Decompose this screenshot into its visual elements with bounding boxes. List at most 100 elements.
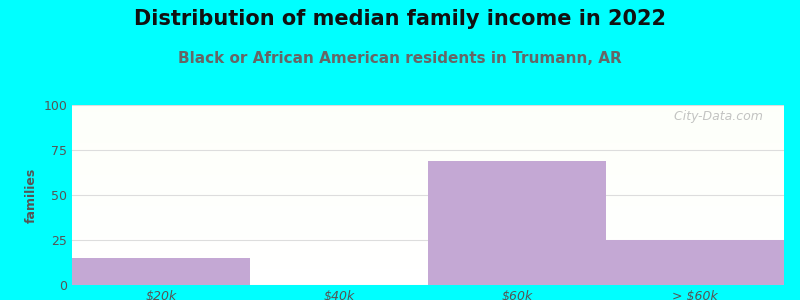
Bar: [72, 152, 784, 153]
Bar: [72, 266, 784, 267]
Bar: [72, 284, 784, 285]
Bar: [72, 130, 784, 131]
Bar: [72, 166, 784, 167]
Bar: [72, 155, 784, 156]
Bar: [72, 128, 784, 129]
Bar: [72, 169, 784, 170]
Bar: [72, 233, 784, 234]
Bar: [428, 161, 606, 285]
Bar: [72, 222, 784, 223]
Bar: [72, 212, 784, 213]
Bar: [72, 194, 784, 195]
Bar: [72, 236, 784, 237]
Bar: [72, 160, 784, 161]
Bar: [72, 182, 784, 183]
Bar: [72, 157, 784, 158]
Bar: [72, 252, 784, 253]
Y-axis label: families: families: [25, 167, 38, 223]
Bar: [72, 241, 784, 242]
Bar: [72, 110, 784, 111]
Bar: [72, 198, 784, 199]
Bar: [72, 245, 784, 246]
Text: City-Data.com: City-Data.com: [662, 110, 762, 123]
Bar: [72, 146, 784, 147]
Bar: [72, 209, 784, 210]
Bar: [72, 131, 784, 132]
Bar: [72, 244, 784, 245]
Bar: [72, 227, 784, 228]
Bar: [72, 239, 784, 240]
Bar: [72, 203, 784, 204]
Bar: [72, 120, 784, 121]
Bar: [72, 192, 784, 193]
Bar: [72, 189, 784, 190]
Bar: [72, 277, 784, 278]
Bar: [72, 106, 784, 107]
Bar: [72, 113, 784, 114]
Bar: [72, 262, 784, 263]
Bar: [72, 257, 784, 258]
Bar: [72, 276, 784, 277]
Bar: [72, 261, 784, 262]
Bar: [72, 148, 784, 149]
Bar: [72, 153, 784, 154]
Bar: [72, 173, 784, 174]
Bar: [72, 269, 784, 270]
Bar: [72, 270, 784, 271]
Bar: [72, 123, 784, 124]
Bar: [72, 193, 784, 194]
Bar: [72, 183, 784, 184]
Bar: [72, 121, 784, 122]
Bar: [72, 147, 784, 148]
Bar: [72, 272, 784, 273]
Bar: [72, 280, 784, 281]
Bar: [72, 144, 784, 145]
Bar: [72, 143, 784, 144]
Bar: [72, 145, 784, 146]
Bar: [72, 126, 784, 127]
Bar: [72, 138, 784, 139]
Bar: [72, 162, 784, 163]
Bar: [72, 231, 784, 232]
Text: Black or African American residents in Trumann, AR: Black or African American residents in T…: [178, 51, 622, 66]
Bar: [72, 232, 784, 233]
Bar: [72, 196, 784, 197]
Bar: [72, 230, 784, 231]
Bar: [72, 170, 784, 171]
Bar: [72, 185, 784, 186]
Bar: [72, 237, 784, 238]
Bar: [72, 226, 784, 227]
Bar: [72, 210, 784, 211]
Bar: [72, 229, 784, 230]
Bar: [72, 116, 784, 117]
Bar: [72, 105, 784, 106]
Bar: [72, 156, 784, 157]
Bar: [72, 207, 784, 208]
Bar: [72, 168, 784, 169]
Bar: [72, 219, 784, 220]
Bar: [72, 172, 784, 173]
Bar: [72, 202, 784, 203]
Bar: [72, 159, 784, 160]
Bar: [72, 224, 784, 225]
Bar: [72, 108, 784, 109]
Bar: [72, 216, 784, 217]
Bar: [72, 141, 784, 142]
Bar: [72, 254, 784, 255]
Bar: [72, 178, 784, 179]
Bar: [72, 195, 784, 196]
Bar: [72, 223, 784, 224]
Bar: [72, 161, 784, 162]
Bar: [72, 259, 784, 260]
Bar: [72, 274, 784, 275]
Bar: [72, 220, 784, 221]
Bar: [72, 184, 784, 185]
Bar: [72, 197, 784, 198]
Bar: [72, 263, 784, 264]
Bar: [72, 180, 784, 181]
Bar: [72, 111, 784, 112]
Bar: [72, 278, 784, 279]
Bar: [72, 151, 784, 152]
Bar: [72, 135, 784, 136]
Bar: [72, 191, 784, 192]
